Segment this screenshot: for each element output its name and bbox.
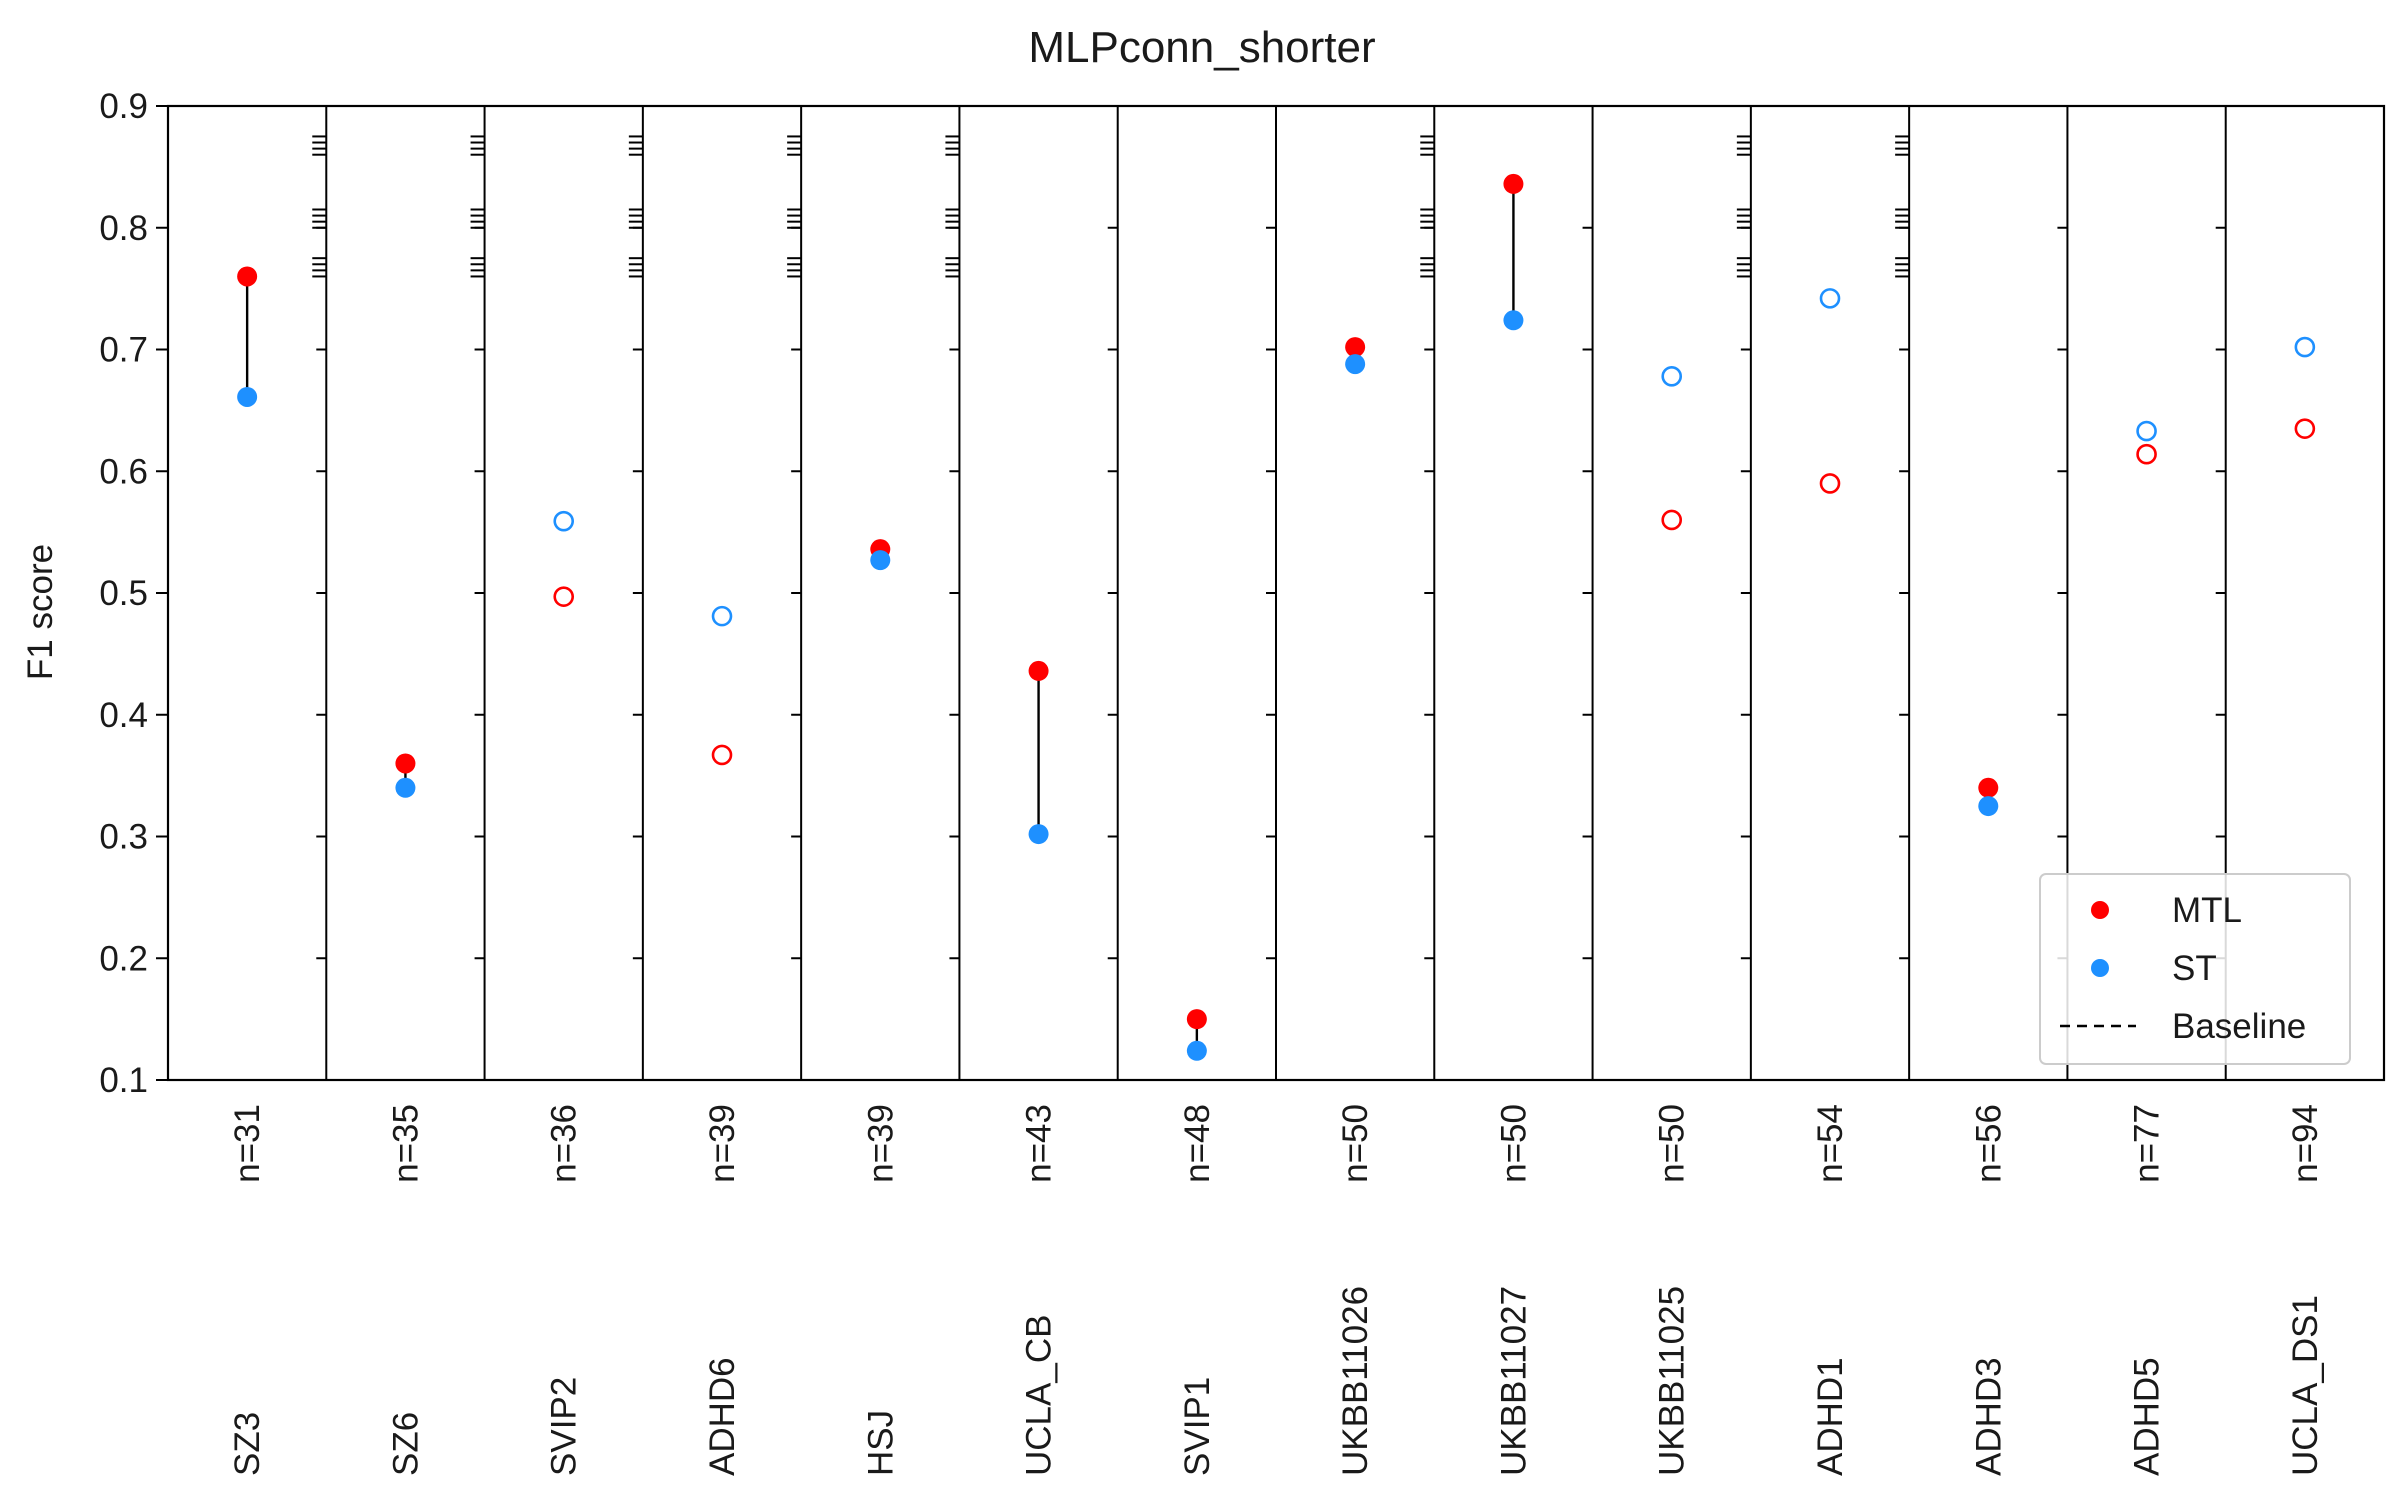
st-point (1345, 354, 1366, 375)
mtl-point (1661, 509, 1683, 531)
mtl-point (2136, 443, 2157, 465)
group-name-label: UKBB11025 (1653, 1286, 1692, 1476)
group-n-label: n=39 (703, 1104, 742, 1183)
group-n-label: n=54 (1811, 1104, 1850, 1183)
group-n-label: n=39 (861, 1104, 900, 1183)
st-point (553, 510, 575, 532)
legend-label: Baseline (2172, 1007, 2306, 1046)
st-point (2136, 420, 2157, 442)
group-name-label: ADHD1 (1811, 1357, 1850, 1476)
group-n-label: n=50 (1653, 1104, 1692, 1183)
group-n-label: n=50 (1336, 1104, 1375, 1183)
group-name-label: SVIP2 (545, 1377, 584, 1476)
group-n-label: n=43 (1020, 1104, 1059, 1183)
group-name-label: ADHD3 (1969, 1357, 2008, 1476)
group-n-label: n=77 (2128, 1104, 2167, 1183)
group-name-label: UCLA_CB (1020, 1315, 1059, 1476)
group-name-label: ADHD6 (703, 1357, 742, 1476)
st-point (2294, 336, 2316, 358)
group-name-label: UCLA_DS1 (2286, 1295, 2325, 1476)
st-point (1503, 310, 1524, 331)
st-point (711, 605, 733, 627)
st-point (1819, 288, 1841, 309)
legend-label: MTL (2172, 891, 2242, 930)
y-axis-label: F1 score (21, 544, 60, 680)
legend-marker (2091, 959, 2109, 977)
st-point (870, 550, 891, 571)
st-point (1978, 796, 1999, 817)
mtl-point (2294, 418, 2316, 439)
group-n-label: n=48 (1178, 1104, 1217, 1183)
group-n-label: n=94 (2286, 1104, 2325, 1183)
mtl-point (1028, 660, 1049, 681)
mtl-point (553, 586, 575, 607)
group-name-label: UKBB11026 (1336, 1286, 1375, 1476)
mtl-point (1819, 473, 1841, 494)
group-n-label: n=50 (1494, 1104, 1533, 1183)
y-tick-label: 0.6 (99, 452, 148, 491)
legend-label: ST (2172, 949, 2217, 988)
group-n-label: n=36 (545, 1104, 584, 1183)
st-point (1186, 1040, 1207, 1061)
group-n-label: n=56 (1969, 1104, 2008, 1183)
y-tick-label: 0.3 (99, 818, 148, 857)
mtl-point (237, 266, 258, 287)
group-name-label: SZ3 (228, 1412, 267, 1476)
group-n-label: n=35 (386, 1104, 425, 1183)
st-point (395, 777, 416, 798)
st-point (237, 386, 258, 407)
y-tick-label: 0.5 (99, 574, 148, 613)
group-name-label: ADHD5 (2128, 1357, 2167, 1476)
mtl-point (711, 744, 733, 766)
group-name-label: UKBB11027 (1494, 1286, 1533, 1476)
st-point (1661, 365, 1683, 387)
mtl-point (395, 753, 416, 774)
plot-area: 0.1 0.2 0.3 0.4 0.5 0.6 0.7 0.8 0.9 n=31 SZ3 n=35 SZ… (99, 87, 2386, 1476)
legend: MTL ST Baseline (2039, 873, 2351, 1065)
legend-marker (2091, 901, 2109, 919)
st-point (1028, 824, 1049, 845)
y-tick-label: 0.9 (99, 87, 148, 126)
group-name-label: SVIP1 (1178, 1377, 1217, 1476)
y-tick-label: 0.4 (99, 696, 148, 735)
y-tick-label: 0.1 (99, 1061, 148, 1100)
y-tick-label: 0.7 (99, 331, 148, 370)
group-name-label: HSJ (861, 1410, 900, 1476)
legend-box (2039, 873, 2351, 1065)
mtl-point (1186, 1009, 1207, 1030)
y-tick-label: 0.2 (99, 939, 148, 978)
mtl-point (1503, 173, 1524, 194)
group-n-label: n=31 (228, 1104, 267, 1183)
mtl-point (1978, 777, 1999, 798)
group-name-label: SZ6 (386, 1412, 425, 1476)
mtl-point (1345, 337, 1366, 358)
y-tick-label: 0.8 (99, 209, 148, 248)
chart-title: MLPconn_shorter (1028, 23, 1375, 72)
